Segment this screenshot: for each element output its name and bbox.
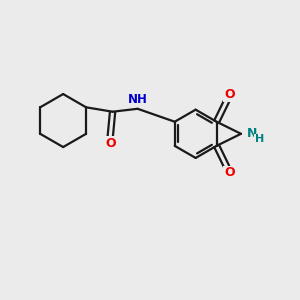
Text: O: O [224, 88, 235, 101]
Text: N: N [247, 127, 257, 140]
Text: H: H [255, 134, 264, 144]
Text: O: O [105, 137, 116, 150]
Text: O: O [224, 167, 235, 179]
Text: NH: NH [128, 93, 148, 106]
